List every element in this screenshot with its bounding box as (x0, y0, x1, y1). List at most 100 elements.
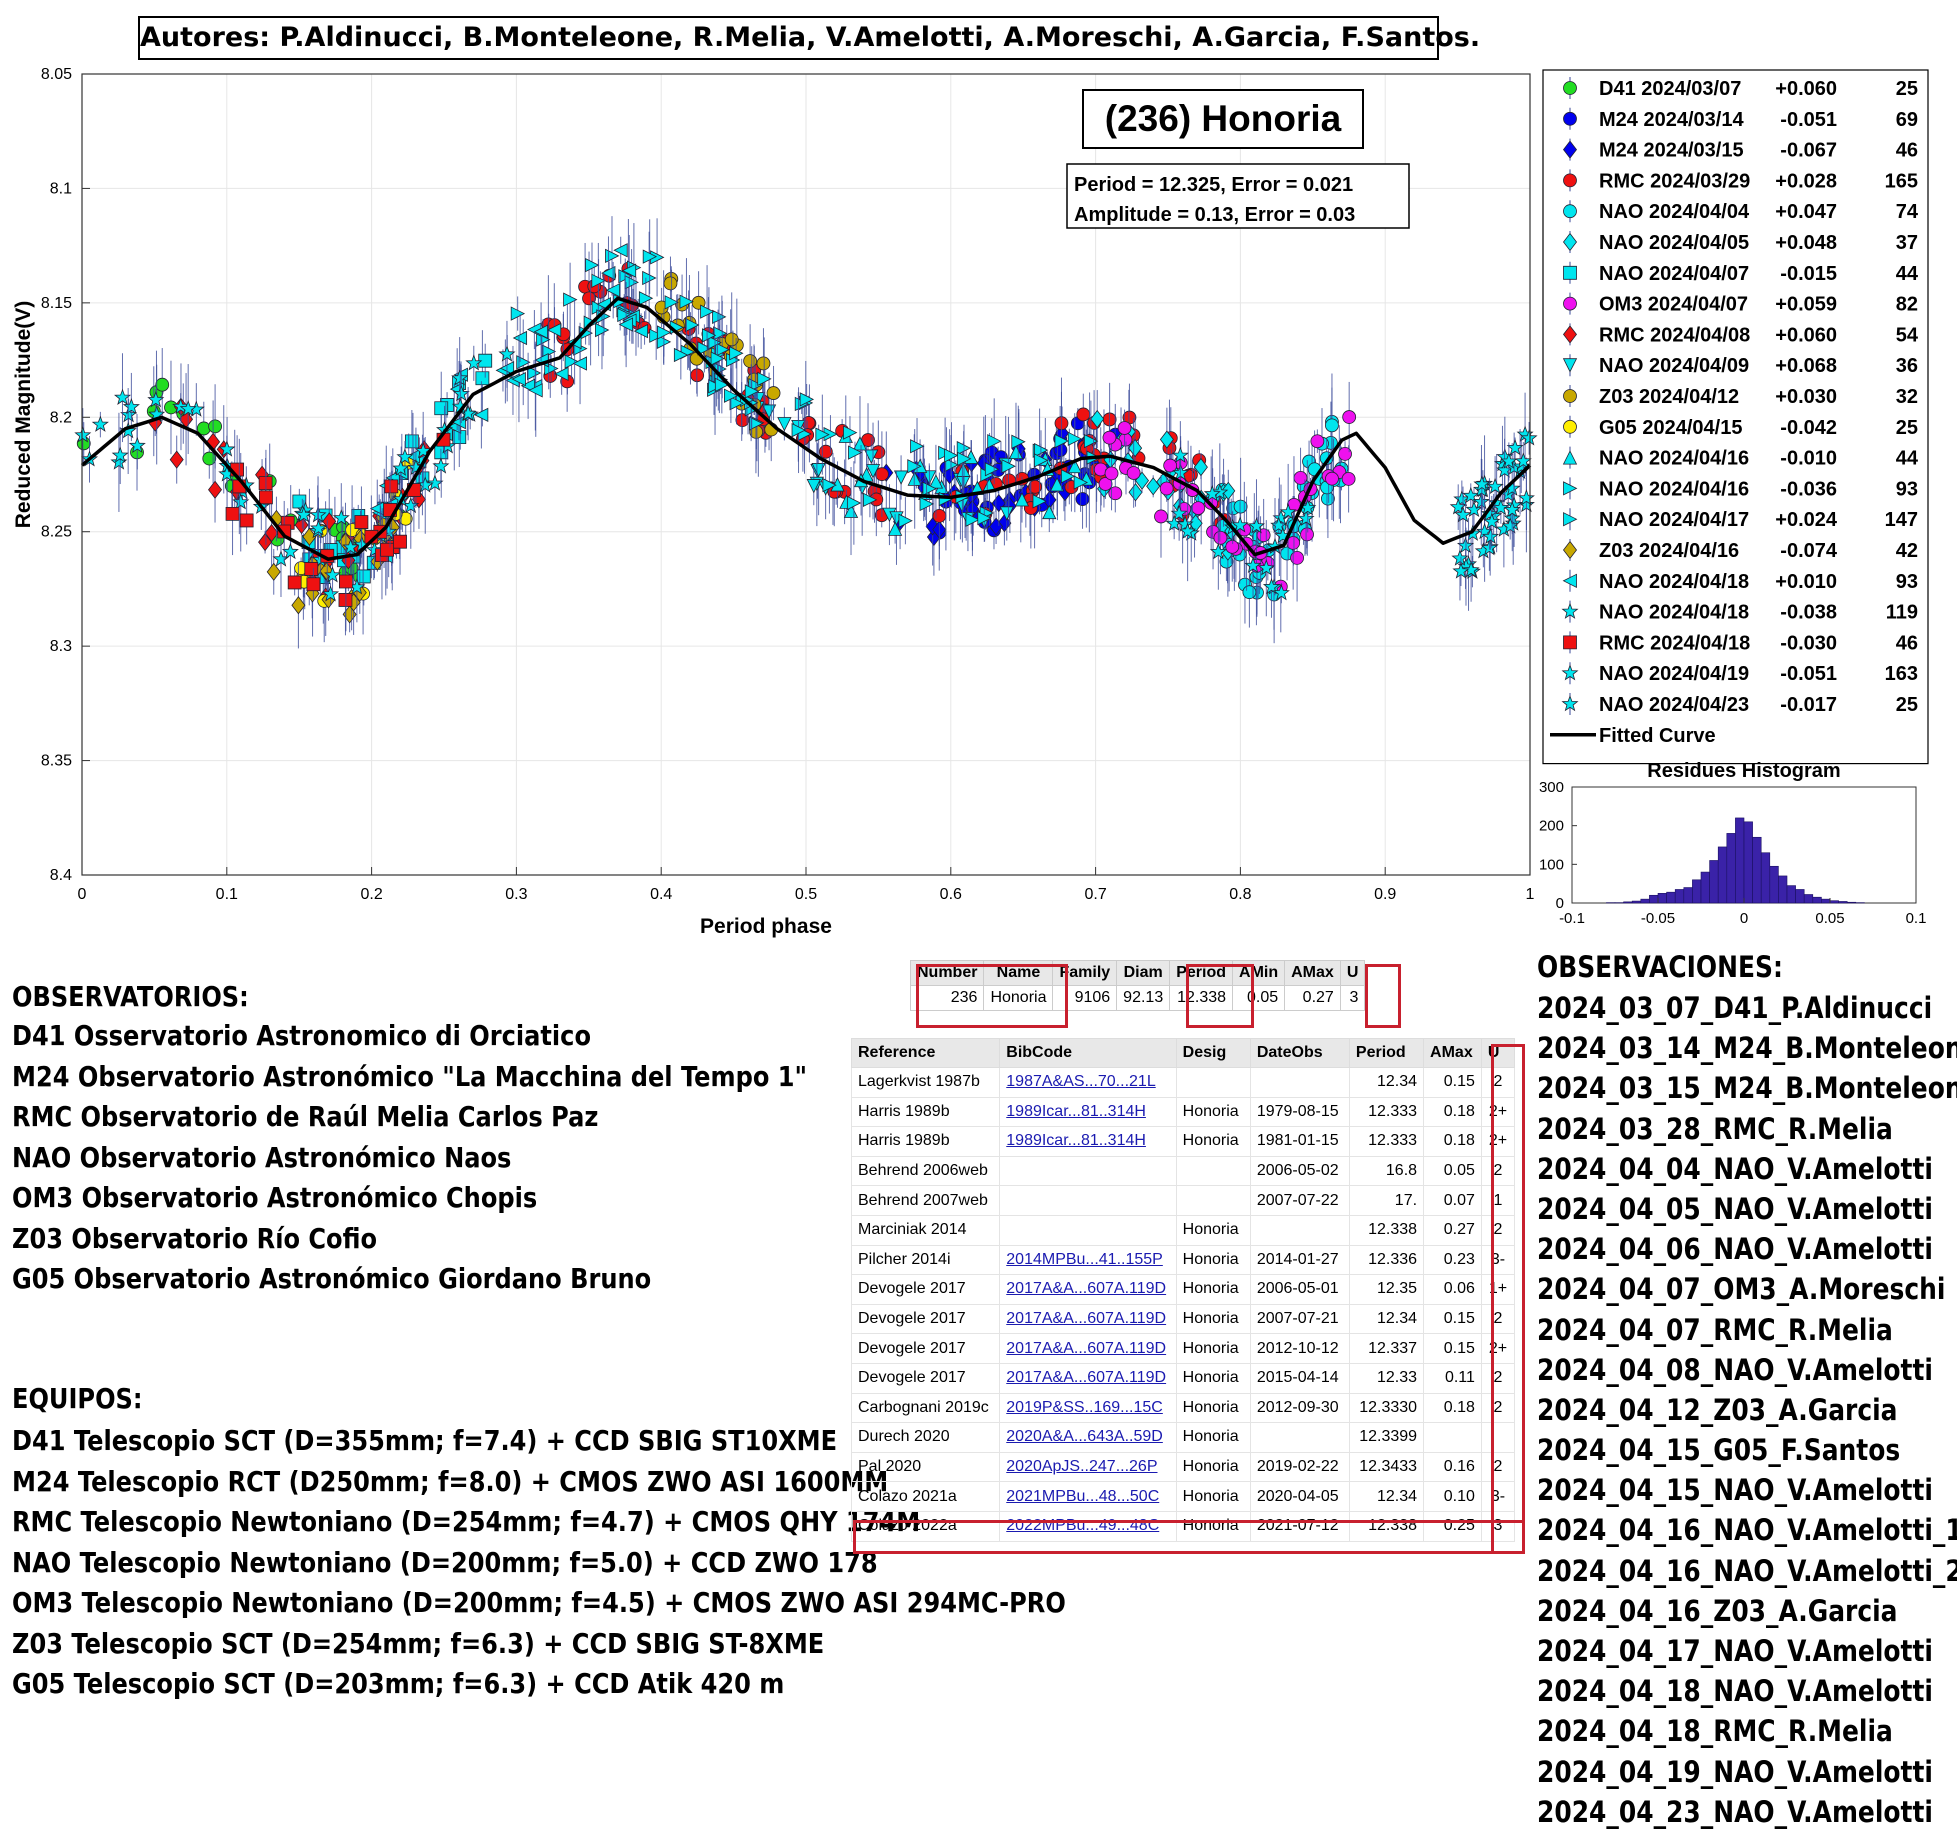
data-point (527, 365, 542, 381)
highlight-box (1491, 1044, 1525, 1554)
table-cell: Honoria (1175, 1451, 1251, 1483)
table-cell (999, 1185, 1177, 1216)
data-point (322, 585, 340, 602)
table-cell: Carbognani 2019c (850, 1392, 1001, 1424)
histogram-bar (1640, 898, 1650, 904)
data-point (843, 425, 858, 440)
table-cell: Devogele 2017 (850, 1333, 1001, 1364)
data-point (1486, 477, 1504, 494)
data-point (1481, 527, 1500, 545)
table-cell: 12.3330 (1348, 1392, 1425, 1424)
residues-histogram: Residues Histogram -0.1 -0.05 0 0.05 0.1 0 100 2… (1539, 760, 1926, 927)
data-point (1083, 433, 1099, 449)
observacion-item: 2024_04_16_NAO_V.Amelotti_2 (1537, 1553, 1957, 1588)
data-point (1154, 509, 1168, 524)
data-point (1014, 492, 1030, 507)
legend-offset: -0.051 (1780, 663, 1837, 685)
data-point (1244, 556, 1262, 574)
data-point (965, 512, 980, 527)
histogram-bar (1709, 860, 1719, 904)
data-point (74, 426, 92, 443)
summary-header-cell: AMin (1232, 960, 1286, 986)
bibcode-link[interactable]: 1987A&AS...70...21L (1006, 1073, 1156, 1091)
data-point (1128, 438, 1143, 458)
table-cell: 2012-10-12 (1249, 1333, 1350, 1364)
y-tick-label: 8.35 (41, 753, 72, 770)
legend-marker (1562, 140, 1578, 159)
bibcode-link[interactable]: 1989Icar...81..314H (1006, 1132, 1146, 1150)
legend-offset: -0.074 (1780, 540, 1838, 562)
table-cell (1249, 1422, 1350, 1453)
data-point (1233, 499, 1248, 514)
legend-marker (1563, 389, 1577, 403)
histogram-y-tick-label: 300 (1539, 779, 1564, 796)
bibcode-link[interactable]: 2019P&SS..169...15C (1006, 1398, 1163, 1416)
data-point (617, 307, 632, 323)
histogram-bar (1846, 901, 1857, 904)
bibcode-cell: 2017A&A...607A.119D (999, 1362, 1177, 1394)
bibcode-cell: 1989Icar...81..314H (999, 1096, 1177, 1128)
legend-count: 163 (1885, 663, 1918, 685)
table-cell: 0.27 (1423, 1214, 1482, 1246)
legend-label: RMC 2024/04/18 (1599, 632, 1750, 654)
bibcode-link[interactable]: 1989Icar...81..314H (1006, 1102, 1146, 1120)
histogram-x-tick-label: -0.1 (1559, 910, 1585, 927)
data-point (605, 283, 621, 298)
equipos-list: D41 Telescopio SCT (D=355mm; f=7.4) + CC… (12, 1421, 1066, 1705)
histogram-bar (1726, 833, 1736, 904)
data-point (815, 427, 830, 442)
legend-label: NAO 2024/04/05 (1599, 232, 1749, 254)
legend-count: 44 (1896, 263, 1919, 285)
data-point (1191, 501, 1206, 516)
legend-marker (1563, 81, 1577, 95)
data-point (618, 317, 634, 332)
table-cell: 0.07 (1423, 1185, 1482, 1216)
data-point (1090, 409, 1105, 429)
reference-header-cell: Period (1348, 1038, 1425, 1068)
bibcode-link[interactable]: 2017A&A...607A.119D (1006, 1369, 1167, 1387)
histogram-x-tick-label: -0.05 (1641, 910, 1675, 927)
legend-count: 93 (1896, 571, 1918, 593)
data-point (510, 306, 526, 321)
data-point (601, 265, 616, 281)
data-point (999, 506, 1014, 521)
bibcode-link[interactable]: 2014MPBu...41..155P (1006, 1250, 1163, 1268)
table-row: Devogele 2017 2017A&A...607A.119D Honoria 2… (850, 1274, 1516, 1305)
table-cell: 0.16 (1423, 1451, 1482, 1483)
data-point (822, 477, 837, 493)
highlight-box (916, 964, 1068, 1028)
data-point (1500, 452, 1518, 469)
data-point (1165, 514, 1183, 531)
data-point (91, 415, 109, 432)
bibcode-link[interactable]: 2020ApJS..247...26P (1006, 1458, 1158, 1476)
bibcode-link[interactable]: 2017A&A...607A.119D (1006, 1339, 1167, 1357)
bibcode-link[interactable]: 2017A&A...607A.119D (1006, 1310, 1167, 1328)
bibcode-link[interactable]: 2020A&A...643A..59D (1006, 1428, 1163, 1446)
reference-header-cell: Reference (850, 1038, 1001, 1068)
table-row: Behrend 2007web 2007-07-22 17. 0.07 1 (850, 1185, 1516, 1216)
bibcode-cell: 2019P&SS..169...15C (999, 1392, 1177, 1424)
table-cell: 2019-02-22 (1249, 1451, 1350, 1483)
bibcode-link[interactable]: 2017A&A...607A.119D (1006, 1280, 1167, 1298)
highlight-box (853, 1520, 1525, 1554)
table-cell: 0.23 (1423, 1244, 1482, 1276)
data-point (791, 423, 806, 438)
data-point (649, 328, 664, 343)
histogram-bar (1778, 875, 1788, 904)
table-cell (1175, 1155, 1251, 1187)
data-point (1506, 439, 1524, 456)
legend-marker (1563, 111, 1577, 126)
data-point (498, 345, 516, 362)
data-point (729, 346, 744, 361)
data-point (465, 354, 483, 371)
bibcode-link[interactable]: 2021MPBu...48...50C (1006, 1487, 1160, 1505)
observacion-item: 2024_03_14_M24_B.Monteleone (1537, 1031, 1957, 1066)
equipo-item: RMC Telescopio Newtoniano (D=254mm; f=4.… (12, 1505, 921, 1538)
table-cell: Harris 1989b (850, 1126, 1001, 1157)
observacion-item: 2024_03_07_D41_P.Aldinucci (1537, 991, 1933, 1025)
table-cell: 0.18 (1423, 1096, 1482, 1128)
data-point (1465, 500, 1483, 518)
reference-header-cell: BibCode (999, 1038, 1177, 1068)
histogram-bar (1623, 901, 1633, 904)
data-point (638, 291, 654, 306)
